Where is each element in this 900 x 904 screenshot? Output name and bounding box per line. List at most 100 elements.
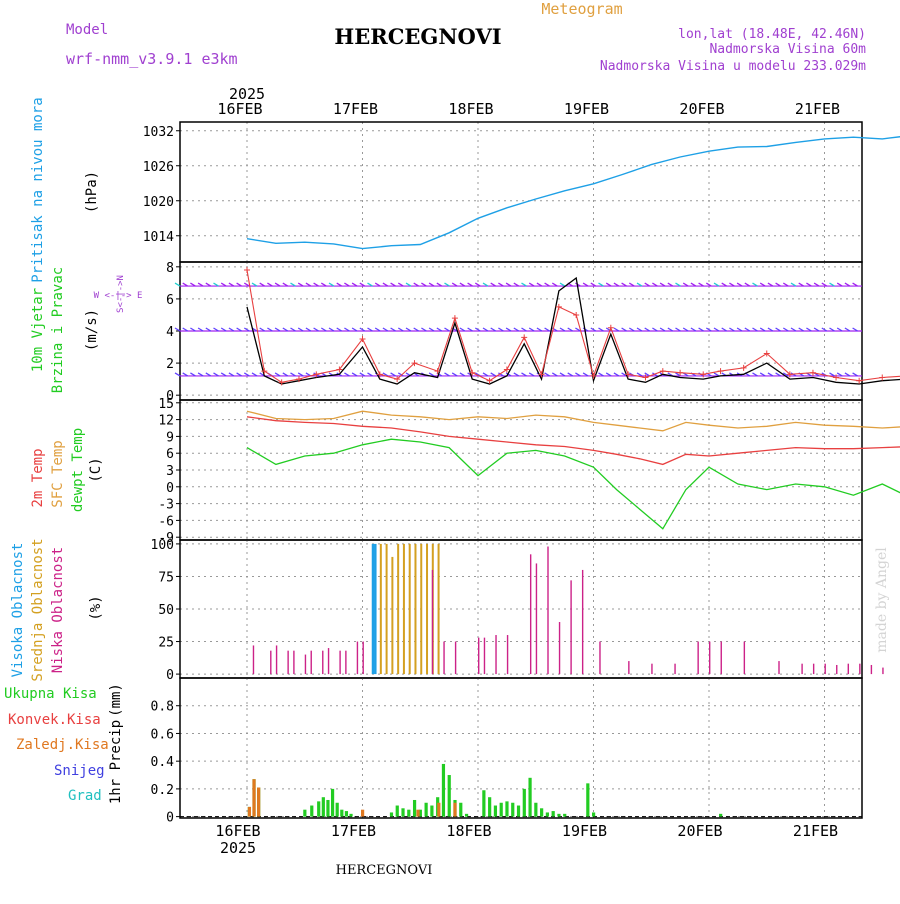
wind-vector-arrow xyxy=(682,327,689,332)
wind-vector-arrow xyxy=(382,327,389,332)
y-tick-label: 0.6 xyxy=(151,727,174,742)
low-cloud-bar xyxy=(304,654,307,675)
wind-vector-arrow xyxy=(636,372,643,377)
precip-total-bar xyxy=(482,790,486,817)
precip-frozen-bar xyxy=(437,802,441,817)
low-cloud-bar xyxy=(443,641,445,675)
y-tick-label: 4 xyxy=(166,325,174,340)
top-day-label: 19FEB xyxy=(564,100,609,118)
wind-vector-arrow xyxy=(397,282,404,287)
wind-vector-arrow xyxy=(605,282,612,287)
wind-vector-arrow xyxy=(197,372,204,377)
y-tick-label: 100 xyxy=(151,538,174,553)
wind-vector-arrow xyxy=(798,282,805,287)
top-day-label: 20FEB xyxy=(679,100,724,118)
wind-vector-arrow xyxy=(459,372,466,377)
wind-vector-arrow xyxy=(336,327,343,332)
y-tick-label: 3 xyxy=(166,464,174,479)
wind-vector-arrow xyxy=(205,327,212,332)
low-cloud-bar xyxy=(581,569,584,675)
low-cloud-bar xyxy=(287,650,289,675)
wind-vector-arrow xyxy=(690,327,697,332)
wind-vector-arrow xyxy=(397,372,404,377)
low-cloud-bar xyxy=(558,622,561,675)
wind-vector-arrow xyxy=(598,282,604,287)
low-cloud-bar xyxy=(356,641,359,675)
wind-vector-arrow xyxy=(451,372,458,377)
wind-vector-arrow xyxy=(759,372,766,377)
wind-vector-arrow xyxy=(613,327,620,332)
y-tick-label: -3 xyxy=(158,498,174,513)
wind-vector-arrow xyxy=(544,372,550,377)
wind-vector-arrow xyxy=(236,372,242,377)
wind-vector-arrow xyxy=(367,372,373,377)
wind-vector-arrow xyxy=(636,282,643,287)
top-day-labels: 16FEB 17FEB 18FEB 19FEB 20FEB 21FEB xyxy=(217,100,840,118)
wind-gust-marker xyxy=(336,366,343,373)
wind-vector-arrow xyxy=(351,282,358,287)
wind-vector-arrow xyxy=(752,282,758,287)
wind-vector-arrow xyxy=(205,372,212,377)
wind-vector-arrow xyxy=(829,327,835,332)
wind-vector-arrow xyxy=(575,372,581,377)
wind-vector-arrow xyxy=(767,282,774,287)
wind-vector-arrow xyxy=(836,327,843,332)
wind-gust-marker xyxy=(786,371,793,378)
wind-gust-marker xyxy=(700,371,707,378)
cloud-unit: (%) xyxy=(88,595,104,620)
mid-cloud-bar xyxy=(437,543,440,675)
wind-vector-arrow xyxy=(220,327,227,332)
wind-vector-arrow xyxy=(459,327,466,332)
wind-vector-arrow xyxy=(644,282,651,287)
wind-vector-arrow xyxy=(313,282,319,287)
precip-total-bar xyxy=(424,802,428,817)
wind-vector-arrow xyxy=(513,327,520,332)
high-cloud-bar xyxy=(371,543,375,675)
low-cloud-bar xyxy=(506,635,509,675)
wind-vector-arrow xyxy=(736,282,743,287)
y-tick-label: 50 xyxy=(158,603,174,618)
y-tick-label: 0.8 xyxy=(151,700,174,715)
station-title: HERCEGNOVI xyxy=(334,24,501,49)
wind-vector-arrow xyxy=(290,282,296,287)
wind-vector-arrow xyxy=(690,282,697,287)
wind-gust-marker xyxy=(244,267,250,274)
wind-vector-arrow xyxy=(628,327,635,332)
wind-gust-marker xyxy=(856,377,863,384)
low-cloud-bar xyxy=(812,663,815,675)
low-cloud-bar xyxy=(801,663,803,675)
low-cloud-bar xyxy=(495,635,497,675)
wind-vector-arrow xyxy=(182,282,189,287)
y-tick-label: 12 xyxy=(158,414,174,429)
wind-vector-arrow xyxy=(344,372,350,377)
wind-vector-arrow xyxy=(220,372,227,377)
wind-vector-arrow xyxy=(374,282,381,287)
wind-ylabel: 10m Vjetar xyxy=(30,288,46,372)
wind-vector-arrow xyxy=(459,282,466,287)
precip-total-bar xyxy=(418,809,422,817)
wind-vector-arrow xyxy=(174,372,181,377)
wind-vector-arrow xyxy=(852,282,858,287)
precip-frozen-bar xyxy=(257,787,261,817)
wind-vector-arrow xyxy=(467,282,473,287)
low-cloud-bar xyxy=(310,650,312,675)
wind-vector-arrow xyxy=(228,327,235,332)
wind-gust-marker xyxy=(538,371,545,378)
low-cloud-bar xyxy=(339,650,341,675)
y-tick-label: 8 xyxy=(166,261,174,276)
bottom-day-label: 16FEB xyxy=(215,822,260,840)
mid-cloud-bar xyxy=(391,556,394,675)
wind-gust-marker xyxy=(521,334,528,341)
top-day-label: 17FEB xyxy=(333,100,378,118)
wind-vector-arrow xyxy=(336,282,343,287)
wind-vector-arrow xyxy=(305,327,312,332)
low-cloud-bar xyxy=(327,648,330,675)
cloud-panel: 100 75 50 25 0 xyxy=(151,538,884,683)
wind-vector-arrow xyxy=(582,372,589,377)
wind-gust-marker xyxy=(376,371,383,378)
wind-vector-arrow xyxy=(798,327,805,332)
low-cloud-bar xyxy=(570,580,572,675)
wind-vector-arrow xyxy=(836,282,843,287)
precip-frozen-bar xyxy=(453,802,457,817)
wind-vector-arrow xyxy=(305,372,312,377)
